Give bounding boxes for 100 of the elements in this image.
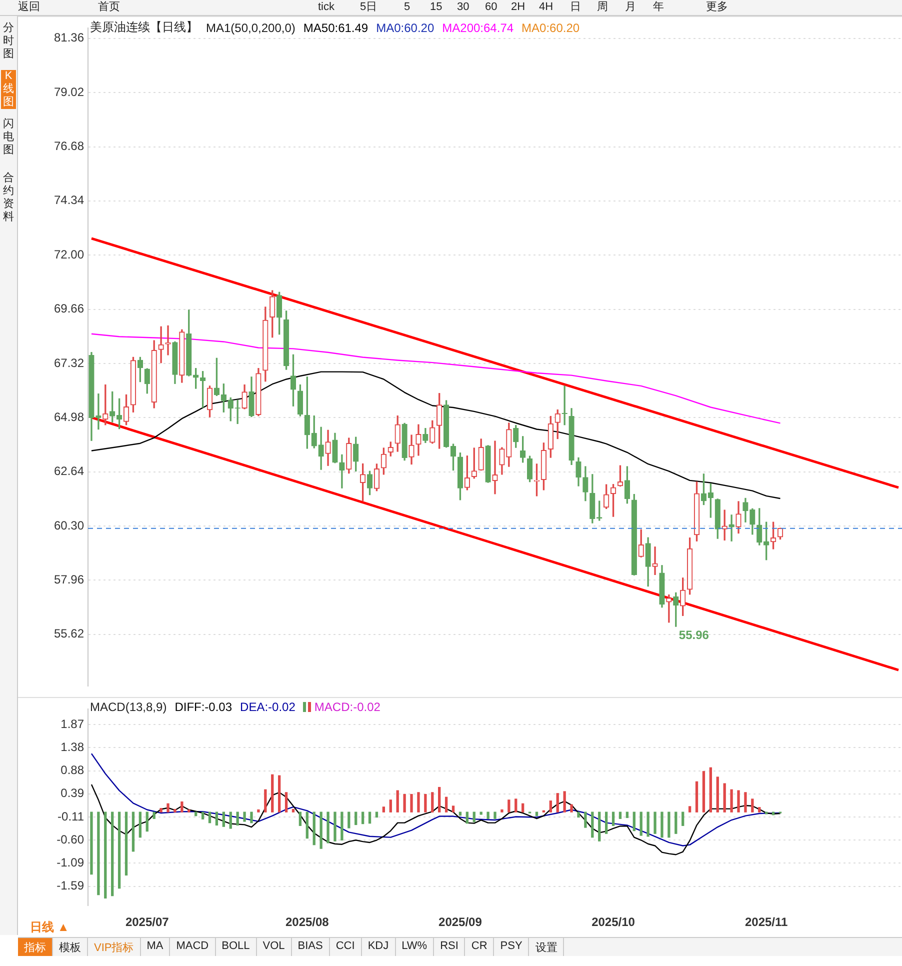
text: 返回	[18, 1, 40, 14]
bar	[466, 812, 468, 824]
bar	[188, 809, 190, 812]
candlestick	[666, 594, 672, 623]
text: tick	[318, 1, 334, 14]
text: BIAS	[292, 938, 330, 956]
y-tick-label: 60.30	[54, 518, 84, 532]
y-tick-label: 72.00	[54, 247, 84, 262]
y-tick-label: -0.11	[58, 810, 84, 824]
bar	[508, 800, 510, 812]
bar	[111, 812, 114, 896]
bar	[410, 794, 413, 812]
y-tick-label: 1.38	[60, 740, 84, 754]
bar	[730, 789, 733, 812]
y-tick-label: 0.39	[60, 786, 84, 800]
y-tick-label: -0.60	[56, 832, 84, 846]
x-tick-label: 2025/08	[285, 915, 330, 930]
bar	[375, 812, 378, 818]
bar	[577, 812, 580, 818]
bar	[215, 812, 218, 826]
bar	[90, 812, 93, 875]
y-tick-label: 1.87	[60, 716, 84, 731]
candlestick	[165, 325, 171, 356]
bar	[320, 812, 322, 849]
text: 4H	[539, 1, 554, 14]
y-tick-label: 69.66	[54, 302, 84, 316]
bar	[695, 781, 698, 812]
bar	[104, 812, 107, 898]
text: DIFF:-0.03	[174, 700, 232, 714]
bar	[598, 812, 601, 842]
bar	[284, 792, 288, 812]
text: 设置	[529, 938, 564, 956]
bar	[688, 806, 692, 812]
text: 年	[653, 1, 664, 14]
bar	[243, 812, 246, 822]
annotation: MA1(50,0,200,0)	[206, 20, 296, 36]
bar	[194, 812, 198, 816]
bar	[737, 790, 740, 812]
candlestick	[728, 514, 734, 542]
text: 分时图	[2, 22, 15, 61]
bar	[640, 812, 642, 836]
bar	[340, 812, 344, 840]
bar	[257, 809, 260, 812]
bar	[298, 812, 302, 826]
text: 周	[597, 1, 608, 14]
text: BOLL	[216, 938, 257, 956]
bar	[765, 812, 768, 814]
text: K线图	[1, 70, 16, 109]
text: RSI	[434, 938, 466, 956]
bar	[382, 806, 386, 812]
text: 2H	[511, 1, 526, 14]
text: MA	[140, 938, 170, 956]
text: DEA:-0.02	[240, 700, 296, 714]
text: LW%	[396, 938, 434, 956]
chart-title: 美原油连续【日线】	[90, 19, 198, 36]
bar	[723, 783, 726, 812]
bar	[250, 812, 253, 824]
bar	[132, 812, 135, 852]
bar	[229, 812, 232, 829]
bar	[480, 812, 482, 815]
bar	[604, 812, 608, 834]
bar	[716, 776, 719, 812]
bar	[431, 792, 434, 812]
candlestick	[562, 386, 568, 426]
text: 合约资料	[2, 172, 15, 224]
candlestick	[652, 546, 658, 575]
bar	[758, 807, 761, 812]
text: 15	[430, 1, 442, 14]
bar	[403, 794, 406, 812]
bar	[118, 812, 121, 889]
bar	[236, 812, 239, 826]
y-tick-label: 57.96	[54, 572, 84, 587]
annotation: 55.96	[678, 628, 710, 642]
bar	[138, 812, 142, 838]
bar	[682, 812, 684, 826]
text: 5日	[360, 1, 378, 14]
text: 30	[457, 1, 470, 14]
bar	[514, 798, 518, 812]
text: 模板	[53, 938, 88, 956]
bar	[549, 800, 552, 812]
bar	[632, 812, 636, 832]
bar	[654, 812, 656, 834]
candlestick	[158, 326, 164, 364]
bar	[646, 812, 650, 837]
bar	[452, 806, 455, 812]
text: PSY	[494, 938, 530, 956]
text: 首页	[98, 1, 120, 14]
bar	[584, 812, 587, 828]
x-tick-label: 2025/09	[438, 915, 482, 930]
bar	[306, 812, 308, 839]
y-tick-label: 79.02	[54, 84, 84, 99]
text: CR	[465, 938, 494, 956]
bar	[674, 812, 678, 834]
text: 日线 ▲	[30, 919, 70, 936]
text: 更多	[706, 1, 728, 14]
bar	[312, 812, 316, 846]
x-tick-label: 2025/10	[592, 915, 636, 930]
y-tick-label: 76.68	[54, 139, 84, 154]
bar	[326, 812, 330, 844]
text: KDJ	[362, 938, 396, 956]
